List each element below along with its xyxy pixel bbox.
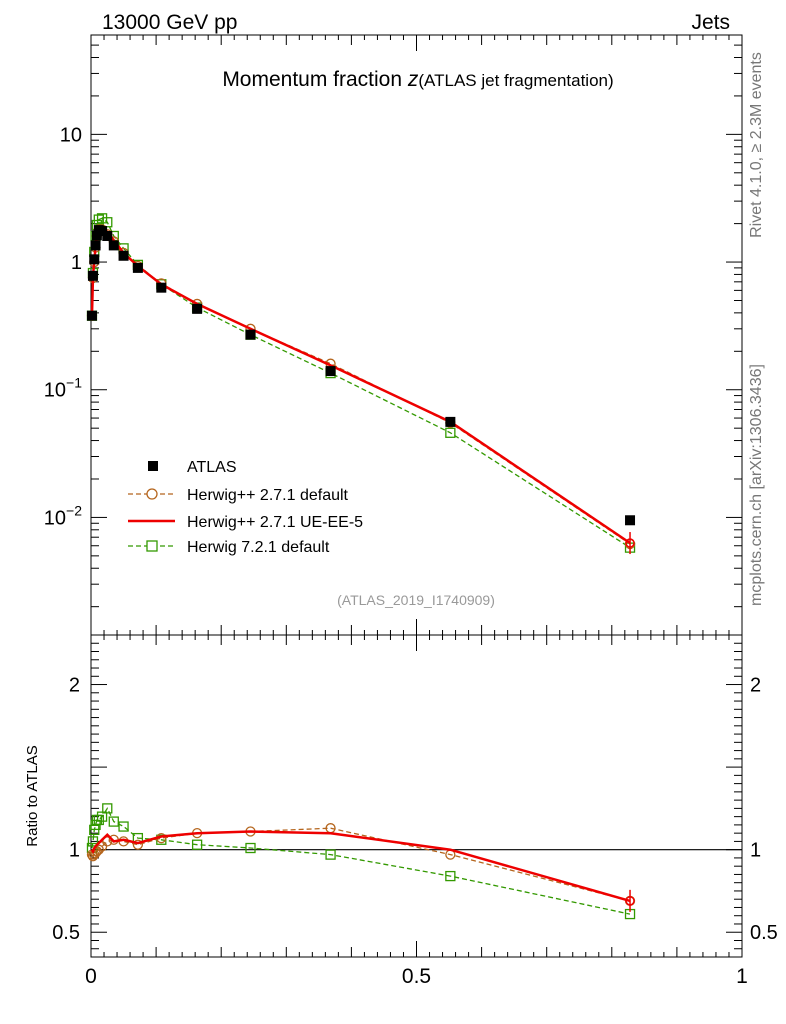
ratio-marker-herwig-7-2-1-default [93, 814, 104, 826]
ratio-line-herwig-2-7-1-ue-ee-5 [90, 830, 631, 903]
ratio-marker-herwig-7-2-1-default [96, 811, 108, 822]
ratio-line-herwig-7-2-1-default [91, 807, 631, 915]
ratio-marker-herwig-7-2-1-default [108, 816, 119, 827]
ratio-marker-herwig-2-7-1-default [90, 847, 101, 859]
y-tick-label-ratio-left: 0.5 [52, 922, 80, 944]
ratio-marker-herwig-7-2-1-default [118, 821, 129, 832]
legend-marker-atlas [148, 461, 158, 471]
main-atlas-point [445, 416, 456, 427]
main-atlas-point [87, 270, 98, 281]
x-tick-label: 0.5 [402, 965, 431, 988]
ratio-y-label: Ratio to ATLAS [24, 745, 41, 846]
main-atlas-point [97, 226, 108, 237]
analysis-id-label: (ATLAS_2019_I1740909) [337, 592, 495, 608]
y-tick-label-ratio-left: 1 [69, 840, 80, 862]
main-atlas-point [118, 250, 129, 261]
ratio-series-group [86, 803, 636, 920]
legend-label: Herwig 7.2.1 default [187, 539, 330, 556]
ratio-marker-herwig-2-7-1-default [132, 839, 144, 850]
title-sub: (ATLAS jet fragmentation) [418, 71, 613, 90]
main-line-herwig-2-7-1-ue-ee-5 [90, 226, 631, 545]
ratio-marker-herwig-7-2-1-default [325, 849, 336, 860]
main-atlas-point [192, 303, 203, 314]
y-tick-label-main: 1 [71, 252, 82, 274]
main-atlas-point [156, 282, 167, 293]
title-z: z [407, 68, 419, 91]
ratio-marker-herwig-7-2-1-default [102, 803, 113, 814]
legend-marker-circle [146, 488, 158, 500]
ratio-marker-herwig-2-7-1-default [102, 836, 113, 847]
ratio-marker-herwig-7-2-1-default [445, 870, 456, 882]
main-atlas-point [108, 240, 119, 251]
legend-label: ATLAS [187, 459, 237, 476]
ratio-panel-frame [90, 634, 743, 958]
main-atlas-point [245, 329, 256, 340]
y-tick-exponent: −2 [66, 502, 82, 518]
y-tick-exponent: −1 [66, 375, 82, 391]
energy-label: 13000 GeV pp [102, 11, 237, 34]
ratio-marker-herwig-7-2-1-default [245, 842, 256, 854]
chart-title: Momentum fraction z(ATLAS jet fragmentat… [222, 68, 613, 91]
legend: ATLAS Herwig++ 2.7.1 default Herwig++ 2.7.… [128, 459, 363, 556]
main-atlas-point [625, 515, 636, 526]
main-line-herwig-7-2-1-default [91, 217, 631, 549]
main-atlas-point [325, 366, 336, 377]
main-atlas-point [89, 254, 100, 265]
main-atlas-point [102, 230, 113, 241]
y-tick-label-main: 10−1 [44, 375, 82, 402]
process-label: Jets [691, 11, 730, 34]
ratio-line-herwig-2-7-1-default [91, 827, 631, 902]
y-tick-label-main: 10−2 [44, 502, 82, 529]
legend-label: Herwig++ 2.7.1 default [187, 487, 349, 504]
ratio-marker-herwig-7-2-1-default [191, 839, 203, 850]
main-atlas-point [86, 310, 97, 321]
y-tick-label-ratio-left: 2 [69, 675, 80, 697]
rivet-version-label: Rivet 4.1.0, ≥ 2.3M events [748, 52, 765, 238]
x-tick-label: 0 [85, 965, 97, 988]
y-tick-label-main: 10 [60, 124, 82, 146]
mcplots-label: mcplots.cern.ch [arXiv:1306.3436] [748, 364, 765, 606]
main-marker-herwig-7-2-1-default [445, 427, 456, 438]
main-atlas-point [90, 240, 101, 251]
y-tick-mantissa: 10 [44, 380, 66, 402]
main-atlas-point [91, 230, 102, 241]
x-tick-label: 1 [736, 965, 748, 988]
main-series-group [86, 213, 636, 555]
title-main: Momentum fraction [222, 68, 408, 91]
main-marker-herwig-7-2-1-default [102, 217, 113, 228]
ratio-marker-herwig-7-2-1-default [87, 836, 99, 847]
main-atlas-point [132, 262, 143, 273]
y-tick-label-ratio-right: 0.5 [750, 922, 778, 944]
y-tick-label-ratio-right: 2 [750, 675, 761, 697]
legend-label: Herwig++ 2.7.1 UE-EE-5 [187, 514, 363, 531]
legend-marker-square [146, 540, 158, 552]
y-tick-mantissa: 10 [44, 507, 66, 529]
y-tick-label-ratio-right: 1 [750, 840, 761, 862]
